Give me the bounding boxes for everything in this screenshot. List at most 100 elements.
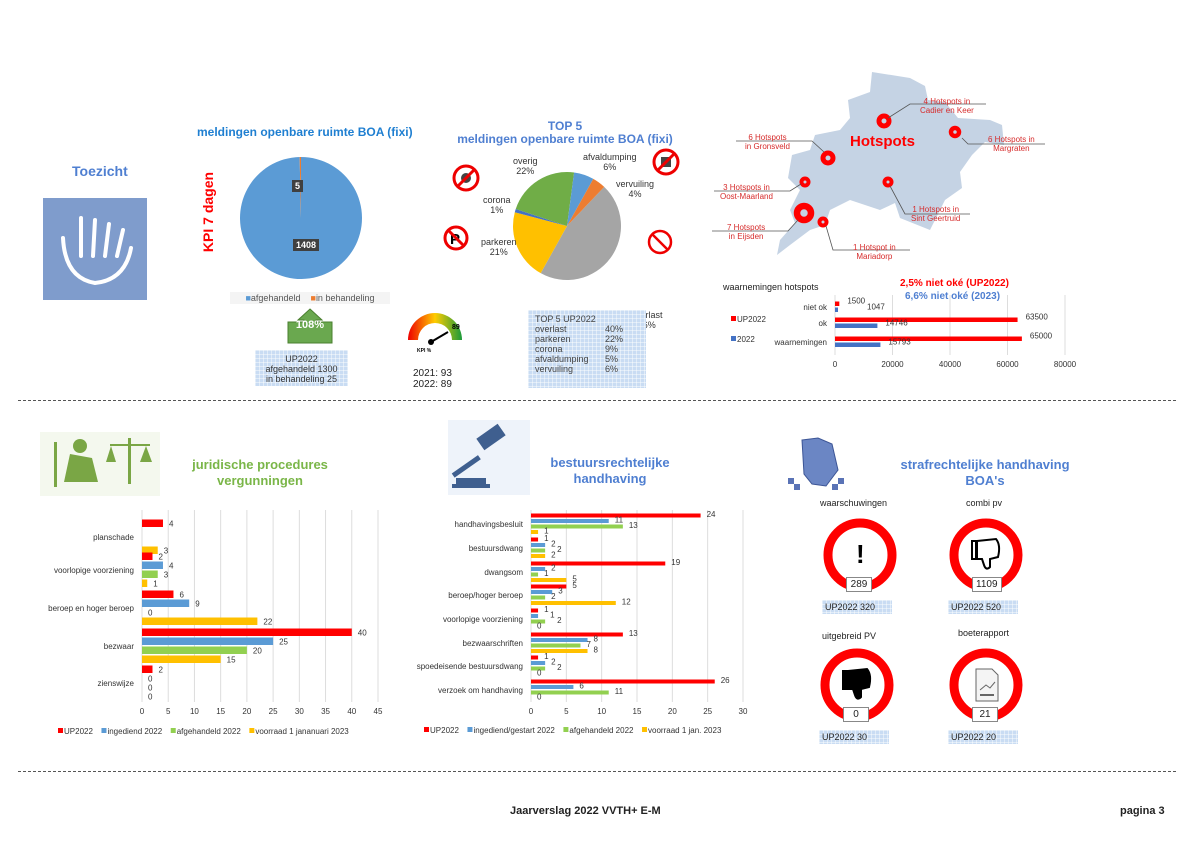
bar-2022 bbox=[835, 307, 839, 312]
category-label: waarnemingen bbox=[774, 338, 827, 347]
bar-afgehandeld-2022 bbox=[142, 646, 247, 654]
straf-up-box: UP2022 30 bbox=[819, 730, 889, 744]
data-label: 12 bbox=[622, 598, 631, 607]
hotspot-label-mariadorp: 1 Hotspot in Mariadorp bbox=[853, 243, 896, 261]
bar-afgehandeld-2022 bbox=[531, 666, 546, 671]
category-label: bestuursdwang bbox=[469, 544, 523, 553]
kpi-history: 2021: 93 2022: 89 bbox=[413, 368, 452, 390]
straf-label: boeterapport bbox=[958, 628, 1010, 638]
kpi-percentage: 108% bbox=[295, 319, 325, 331]
note-up2022: 2,5% niet oké (UP2022) bbox=[900, 278, 1009, 289]
bar-UP2022 bbox=[531, 655, 539, 660]
divider bbox=[18, 400, 1176, 401]
gauge-label: KPI % bbox=[417, 348, 432, 354]
up-arrow-icon bbox=[287, 308, 333, 344]
straf-up-box: UP2022 520 bbox=[948, 600, 1018, 614]
top5-up-table: TOP 5 UP2022 overlast 40% parkeren 22% coron… bbox=[528, 310, 646, 388]
data-label: 2 bbox=[158, 666, 163, 675]
page-number: pagina 3 bbox=[1120, 805, 1165, 817]
bar-UP2022 bbox=[835, 336, 1022, 341]
row-value: 5% bbox=[605, 354, 619, 364]
data-label: 1 bbox=[544, 534, 549, 543]
row-value: 40% bbox=[605, 324, 624, 334]
bar-ingediend-2022 bbox=[142, 599, 190, 607]
pie-slice-afgehandeld bbox=[239, 157, 362, 279]
bar-2022 bbox=[835, 342, 881, 347]
bar-afgehandeld-2022 bbox=[142, 570, 158, 578]
data-label: 6 bbox=[579, 682, 584, 691]
data-label: 22 bbox=[263, 618, 272, 627]
bar-ingediend/gestart-2022 bbox=[531, 614, 539, 618]
data-label: 0 bbox=[148, 693, 153, 702]
up-table-title: TOP 5 UP2022 bbox=[535, 314, 596, 324]
kpi-legend: ■afgehandeld ■in behandeling bbox=[230, 292, 390, 304]
bar-ingediend/gestart-2022 bbox=[531, 590, 553, 594]
tick-label: 0 bbox=[140, 707, 145, 716]
title-line: juridische procedures bbox=[192, 457, 328, 472]
data-label: 8 bbox=[594, 635, 599, 644]
up-table-row: corona 9% bbox=[535, 344, 639, 354]
history-2022: 2022: 89 bbox=[413, 379, 452, 390]
data-label: 1 bbox=[550, 611, 555, 620]
bar-ingediend/gestart-2022 bbox=[531, 685, 574, 689]
data-label: 2 bbox=[551, 564, 556, 573]
bar-UP2022 bbox=[531, 584, 567, 589]
straf-label: combi pv bbox=[966, 498, 1003, 508]
pie-label-afgehandeld: 1408 bbox=[293, 239, 320, 251]
legend-afgehandeld: afgehandeld bbox=[250, 293, 301, 303]
bar-voorraad-1-jan.-2023 bbox=[531, 530, 539, 534]
category-label: niet ok bbox=[803, 303, 828, 312]
bar-voorraad-1-jan.-2023 bbox=[531, 554, 546, 558]
data-label: 26 bbox=[721, 676, 730, 685]
bar-afgehandeld-2022 bbox=[531, 643, 581, 648]
data-label: 63500 bbox=[1026, 313, 1049, 322]
data-label: 19 bbox=[671, 558, 680, 567]
bar-voorraad-1-jananuari-2023 bbox=[142, 579, 148, 587]
top5-pie-chart bbox=[513, 172, 621, 280]
kpi-pie-chart bbox=[239, 157, 362, 279]
bar-voorraad-1-jan.-2023 bbox=[531, 601, 616, 605]
tick-label: 30 bbox=[739, 707, 748, 716]
category-label: beroep en hoger beroep bbox=[48, 604, 134, 613]
data-label: 1 bbox=[544, 569, 549, 578]
hotspot-label-cadier: 4 Hotspots in Cadier en Keer bbox=[920, 97, 974, 115]
legend-swatch bbox=[249, 728, 255, 733]
data-label: 1500 bbox=[847, 297, 865, 306]
pie-slice-corona bbox=[514, 209, 567, 226]
data-label: 4 bbox=[169, 520, 174, 529]
hotspot-label-margraten: 6 Hotspots in Margraten bbox=[988, 135, 1035, 153]
tick-label: 20 bbox=[668, 707, 677, 716]
data-label: 65000 bbox=[1030, 332, 1053, 341]
title-line: BOA's bbox=[965, 473, 1005, 488]
legend-swatch bbox=[467, 727, 473, 732]
value: 1408 bbox=[296, 240, 317, 250]
bar-UP2022 bbox=[142, 552, 153, 560]
legend-swatch bbox=[58, 728, 63, 733]
straf-value: 21 bbox=[972, 707, 998, 722]
legend-label: 2022 bbox=[737, 335, 755, 344]
bar-UP2022 bbox=[835, 301, 840, 306]
up-box-line: afgehandeld 1300 bbox=[265, 364, 338, 374]
map-title: Hotspots bbox=[850, 133, 915, 150]
hotspot-label-sint-geertruid: 1 Hotspots in Sint Geertruid bbox=[911, 205, 961, 223]
bar-UP2022 bbox=[531, 513, 701, 518]
no-dumping-icon bbox=[652, 148, 680, 176]
data-label: 1 bbox=[153, 580, 158, 589]
data-label: 15 bbox=[227, 656, 236, 665]
data-label: 5 bbox=[572, 575, 577, 584]
legend-swatch bbox=[642, 727, 648, 732]
tick-label: 45 bbox=[374, 707, 383, 716]
bar-UP2022 bbox=[531, 561, 666, 566]
tick-label: 5 bbox=[166, 707, 171, 716]
tick-label: 40 bbox=[347, 707, 356, 716]
data-label: 15793 bbox=[888, 338, 911, 347]
data-label: 3 bbox=[558, 587, 563, 596]
slice-label-afvaldumping: afvaldumping 6% bbox=[583, 152, 637, 172]
straf-up-box: UP2022 20 bbox=[948, 730, 1018, 744]
category-label: bezwaar bbox=[104, 642, 135, 651]
straf-up-box: UP2022 320 bbox=[822, 600, 892, 614]
legend-label: ingediend 2022 bbox=[107, 727, 162, 736]
data-label: 40 bbox=[358, 629, 367, 638]
data-label: 1 bbox=[544, 527, 549, 536]
title-line: handhaving bbox=[573, 471, 647, 486]
